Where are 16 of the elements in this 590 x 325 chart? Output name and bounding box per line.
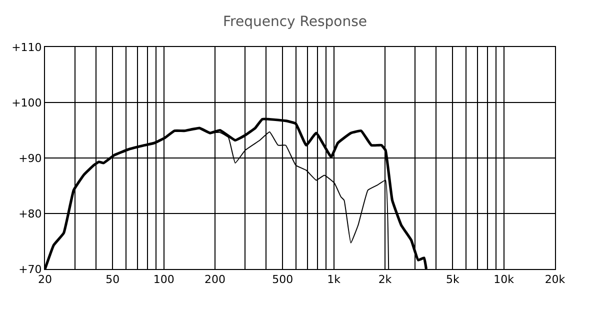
x-tick-label: 2k <box>378 273 392 286</box>
y-tick-label: +90 <box>18 152 42 165</box>
x-tick-label: 500 <box>272 273 294 286</box>
x-tick-label: 5k <box>446 273 460 286</box>
x-tick-label: 1k <box>327 273 342 286</box>
x-tick-label: 20 <box>38 273 52 286</box>
chart-title: Frequency Response <box>222 14 368 30</box>
y-tick-label: +110 <box>12 40 42 54</box>
y-tick-label: +80 <box>18 207 42 220</box>
y-tick-label: +100 <box>12 96 42 110</box>
x-tick-label: 200 <box>204 273 226 286</box>
x-tick-label: 10k <box>494 273 515 286</box>
x-tick-label: 20k <box>544 273 566 286</box>
x-tick-label: 50 <box>106 273 120 286</box>
x-tick-label: 100 <box>153 273 174 286</box>
y-tick-label: +70 <box>18 262 42 276</box>
